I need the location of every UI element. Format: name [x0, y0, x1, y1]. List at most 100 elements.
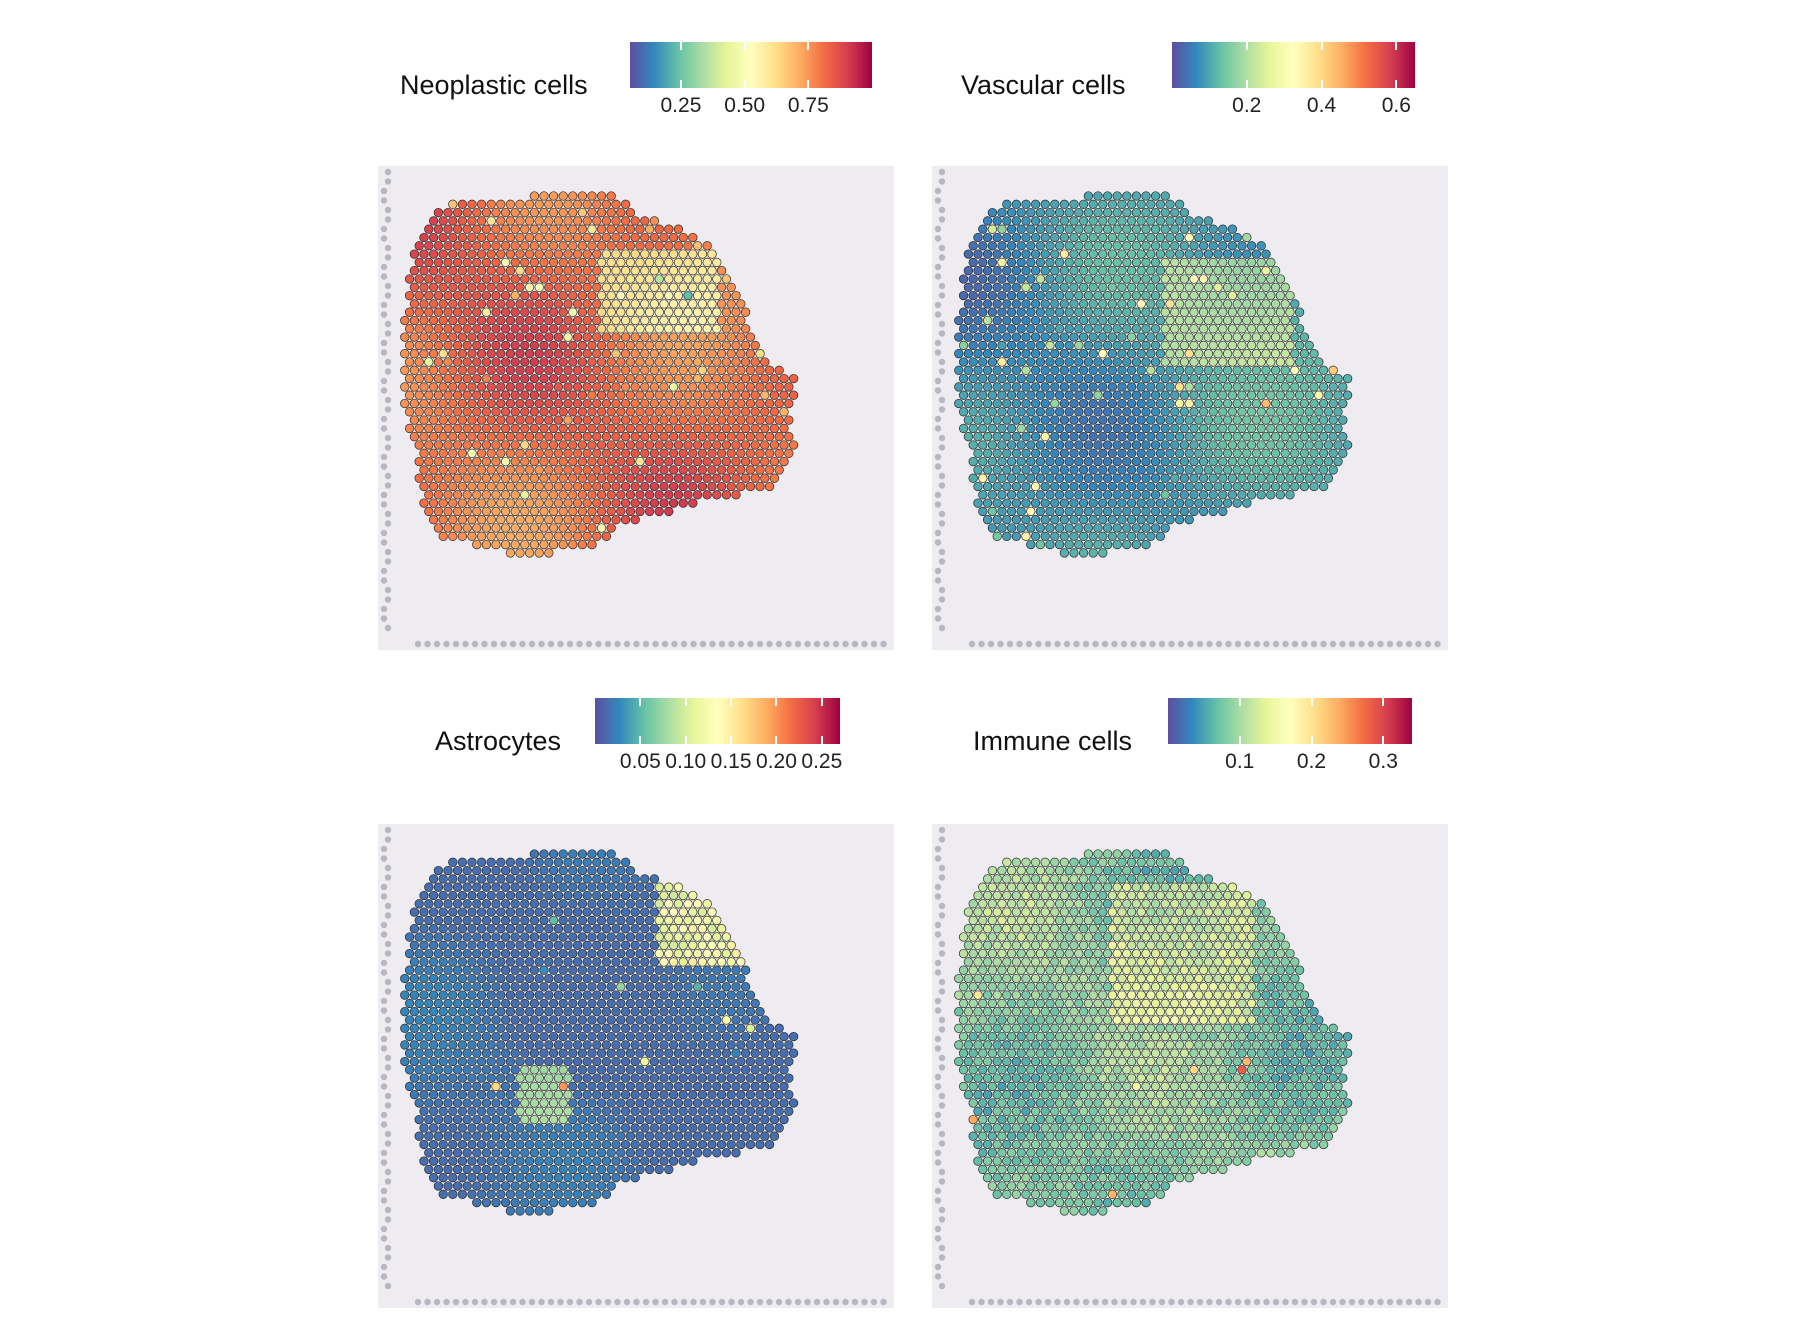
- spot: [524, 1090, 535, 1100]
- spot: [601, 973, 612, 984]
- spot: [1035, 224, 1046, 234]
- spot: [452, 915, 463, 926]
- spot: [1030, 216, 1041, 226]
- spot: [424, 932, 434, 942]
- spot: [779, 390, 789, 400]
- spot: [582, 1007, 592, 1017]
- spot: [596, 899, 607, 909]
- spot: [697, 990, 708, 1000]
- spot: [640, 249, 650, 259]
- spot: [1002, 857, 1012, 867]
- spot: [1218, 915, 1228, 926]
- spot: [510, 1181, 520, 1191]
- spot: [978, 899, 988, 909]
- spot: [625, 882, 636, 892]
- spot: [654, 1081, 664, 1092]
- spot: [539, 307, 549, 317]
- spot: [625, 224, 636, 234]
- fiducial-spot: [519, 640, 526, 648]
- spot: [1112, 224, 1122, 234]
- spot: [553, 1073, 564, 1083]
- spot: [601, 365, 612, 375]
- spot: [553, 1139, 564, 1150]
- spot: [606, 390, 616, 400]
- spot: [1194, 498, 1204, 508]
- spot: [1160, 274, 1170, 284]
- spot: [553, 973, 564, 984]
- spot: [692, 241, 703, 251]
- spot: [707, 249, 717, 259]
- spot: [472, 1031, 482, 1042]
- spot: [1054, 539, 1065, 550]
- spot: [992, 299, 1002, 309]
- spot: [1280, 481, 1290, 492]
- spot: [510, 539, 520, 550]
- spot: [1237, 440, 1247, 450]
- spot: [414, 324, 424, 334]
- spot: [1136, 398, 1146, 409]
- spot: [1059, 349, 1070, 359]
- spot: [467, 531, 477, 541]
- spot: [1045, 440, 1055, 450]
- spot: [548, 849, 559, 859]
- spot: [544, 924, 554, 934]
- spot: [496, 1073, 506, 1083]
- spot: [630, 1007, 640, 1017]
- spot: [1054, 207, 1065, 218]
- spatial-spot-map: [378, 824, 894, 1308]
- spot: [1045, 290, 1055, 301]
- spot: [1275, 407, 1286, 417]
- fiducial-spot: [832, 1298, 840, 1306]
- spot: [644, 456, 655, 467]
- spot: [630, 1040, 640, 1050]
- spot: [568, 523, 578, 533]
- spot: [760, 473, 770, 483]
- spot: [568, 915, 578, 926]
- spot: [539, 932, 549, 942]
- spot: [1064, 207, 1074, 218]
- spot: [1251, 299, 1262, 309]
- spot: [1146, 448, 1156, 458]
- spot: [760, 1065, 770, 1075]
- spot: [515, 1090, 525, 1100]
- spot: [635, 407, 645, 417]
- spot: [1266, 390, 1276, 400]
- spot: [448, 531, 458, 541]
- spot: [486, 1106, 496, 1116]
- fiducial-spot: [384, 902, 392, 910]
- spot: [606, 307, 616, 317]
- spot: [438, 415, 448, 425]
- spot: [611, 448, 621, 458]
- spot: [1030, 249, 1041, 259]
- spot: [496, 531, 506, 541]
- spot: [1261, 315, 1271, 326]
- spot: [568, 506, 578, 517]
- fiducial-spot: [1073, 640, 1080, 648]
- spot: [568, 456, 578, 467]
- spot: [601, 1189, 612, 1199]
- fiducial-spot: [934, 959, 942, 967]
- fiducial-spot: [1424, 640, 1432, 648]
- spot: [452, 1098, 463, 1108]
- spot: [491, 1015, 501, 1025]
- spot: [779, 407, 789, 417]
- spot: [1011, 282, 1022, 292]
- spot: [635, 340, 645, 351]
- spot: [963, 332, 974, 342]
- spot: [1002, 448, 1012, 458]
- spot: [452, 1048, 463, 1058]
- spot: [1218, 307, 1228, 317]
- spot: [630, 282, 640, 292]
- fiducial-spot: [934, 605, 942, 613]
- spot: [572, 1007, 583, 1017]
- spot: [707, 1056, 717, 1067]
- fiducial-spot: [1016, 1298, 1023, 1306]
- spot: [1006, 440, 1017, 450]
- spot: [668, 332, 679, 342]
- spot: [443, 932, 453, 942]
- spot: [409, 299, 420, 309]
- fiducial-spot: [934, 225, 942, 233]
- spot: [1165, 465, 1175, 475]
- spot: [1040, 199, 1050, 209]
- spot: [500, 1164, 511, 1175]
